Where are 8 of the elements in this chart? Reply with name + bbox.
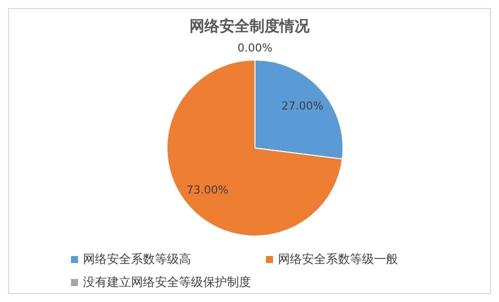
data-label: 27.00%: [282, 100, 324, 113]
data-label: 73.00%: [186, 183, 228, 196]
pie-slice: [166, 60, 343, 236]
legend-label: 网络安全系数等级一般: [278, 251, 398, 268]
chart-title: 网络安全制度情况: [188, 16, 310, 37]
legend-label: 网络安全系数等级高: [83, 251, 191, 268]
legend-label: 没有建立网络安全等级保护制度: [83, 274, 251, 291]
text: 0.00%: [238, 42, 272, 54]
